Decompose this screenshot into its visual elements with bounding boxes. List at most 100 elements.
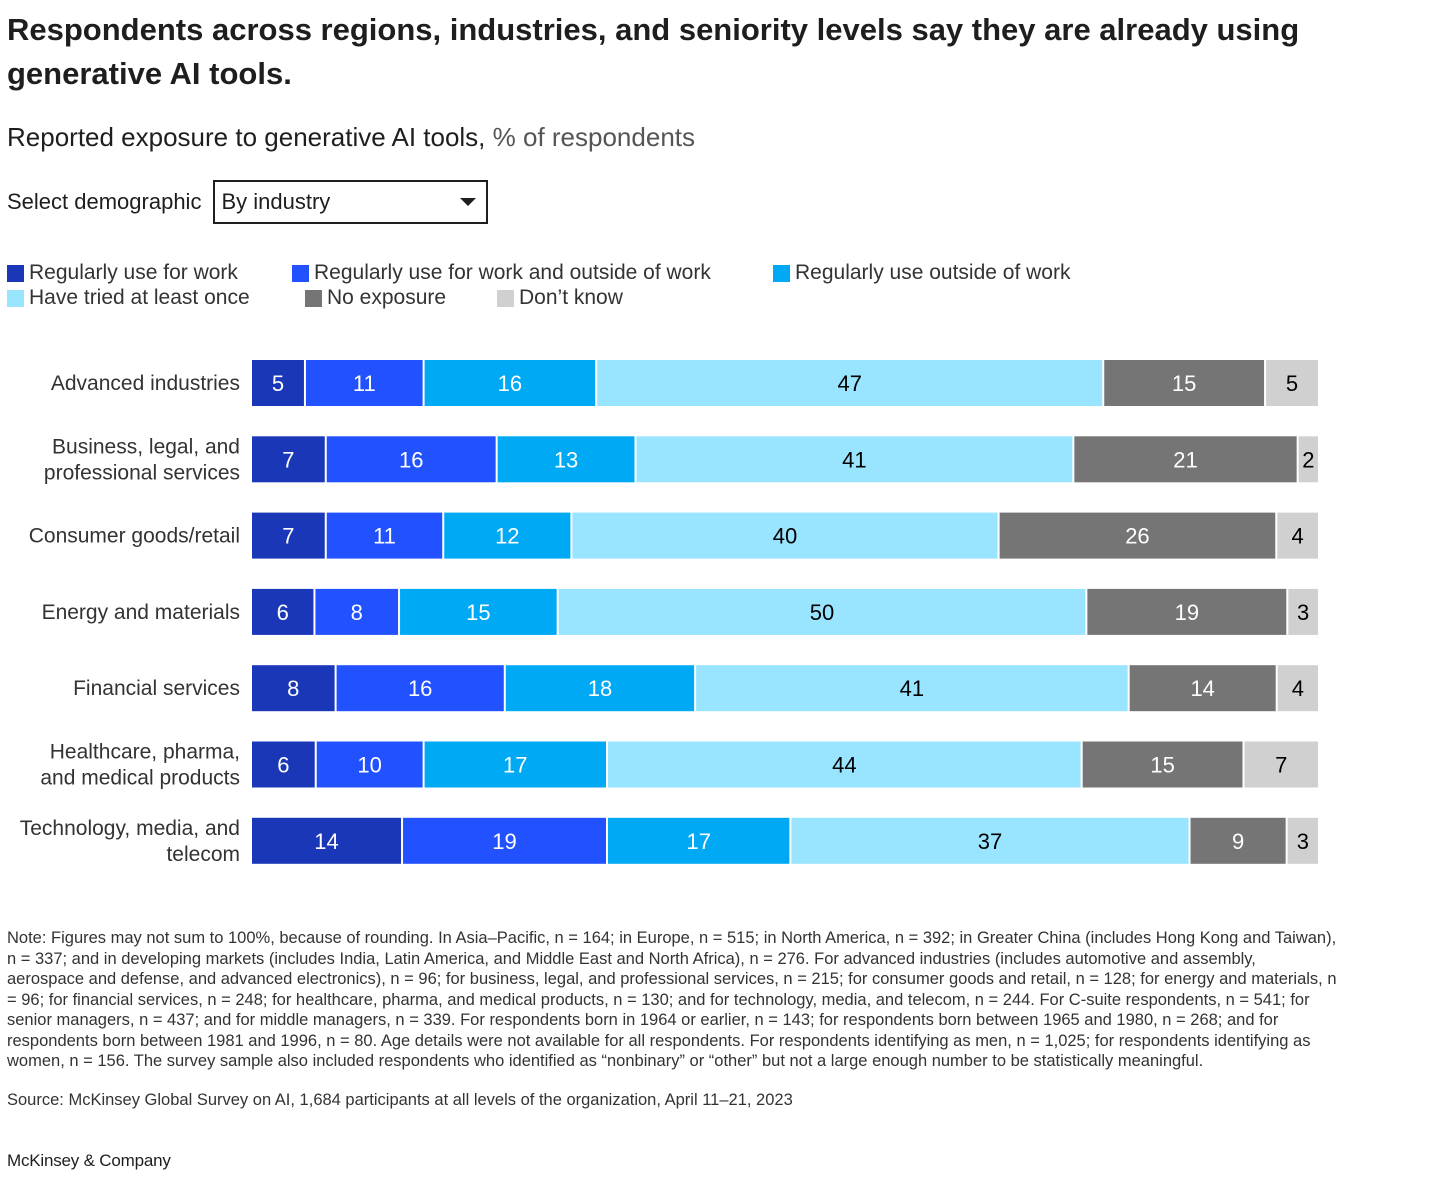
bar-segment[interactable] bbox=[791, 817, 1189, 864]
bar-segment[interactable] bbox=[316, 741, 423, 788]
category-label: Technology, media, and telecom bbox=[20, 817, 240, 866]
legend-label: Don’t know bbox=[519, 286, 623, 309]
bar-segment[interactable] bbox=[572, 512, 998, 559]
selector-label: Select demographic bbox=[7, 189, 202, 214]
bar-segment[interactable] bbox=[1082, 741, 1243, 788]
legend-item: Regularly use for work and outside of wo… bbox=[292, 261, 711, 285]
data-label: 10 bbox=[357, 753, 381, 778]
bar-segment[interactable] bbox=[252, 512, 325, 559]
data-label: 15 bbox=[1150, 753, 1174, 778]
category-label-line: Consumer goods/retail bbox=[29, 525, 240, 548]
bar-segment[interactable] bbox=[424, 360, 596, 406]
data-label: 3 bbox=[1297, 829, 1309, 854]
bar-segment[interactable] bbox=[597, 360, 1103, 406]
data-label: 15 bbox=[1172, 371, 1196, 396]
data-label: 37 bbox=[978, 829, 1002, 854]
bar-segment[interactable] bbox=[252, 588, 314, 635]
legend-label: Regularly use for work bbox=[29, 261, 238, 284]
data-label: 9 bbox=[1232, 829, 1244, 854]
bar-segment[interactable] bbox=[1277, 512, 1318, 559]
bar-segment[interactable] bbox=[315, 588, 399, 635]
category-label-line: Financial services bbox=[73, 677, 240, 700]
bar-segment[interactable] bbox=[1129, 665, 1276, 712]
legend-item: Regularly use for work bbox=[7, 261, 238, 285]
data-label: 50 bbox=[810, 600, 834, 625]
data-label: 6 bbox=[277, 753, 289, 778]
category-label: Consumer goods/retail bbox=[29, 525, 240, 548]
category-label: Business, legal, and professional service… bbox=[44, 435, 240, 484]
bar-segment[interactable] bbox=[1190, 817, 1286, 864]
data-label: 12 bbox=[495, 524, 519, 549]
bar-segment[interactable] bbox=[1074, 436, 1297, 483]
bar-segment[interactable] bbox=[1277, 665, 1318, 712]
bar-segment[interactable] bbox=[305, 360, 423, 406]
category-label: Advanced industries bbox=[51, 372, 240, 395]
category-label-line: Energy and materials bbox=[42, 601, 240, 624]
data-label: 44 bbox=[832, 753, 856, 778]
bar-segment[interactable] bbox=[252, 360, 304, 406]
bar-segment[interactable] bbox=[252, 741, 315, 788]
bar-segment[interactable] bbox=[558, 588, 1086, 635]
data-label: 26 bbox=[1125, 524, 1149, 549]
legend-swatch bbox=[773, 264, 790, 282]
data-label: 19 bbox=[1175, 600, 1199, 625]
legend-swatch bbox=[497, 289, 514, 307]
data-label: 18 bbox=[588, 676, 612, 701]
data-label: 5 bbox=[272, 371, 284, 396]
category-label-line: telecom bbox=[166, 843, 240, 866]
bar-segment[interactable] bbox=[326, 512, 443, 559]
data-label: 17 bbox=[686, 829, 710, 854]
legend-label: Regularly use for work and outside of wo… bbox=[314, 261, 711, 284]
legend-item: Don’t know bbox=[497, 286, 623, 310]
bar-segment[interactable] bbox=[696, 665, 1128, 712]
category-label-line: professional services bbox=[44, 461, 240, 484]
bar-segment[interactable] bbox=[336, 665, 504, 712]
bar-segment[interactable] bbox=[252, 665, 335, 712]
bar-segment[interactable] bbox=[1288, 588, 1318, 635]
bar-segment[interactable] bbox=[403, 817, 606, 864]
legend-item: Have tried at least once bbox=[7, 286, 250, 310]
bar-segment[interactable] bbox=[505, 665, 695, 712]
bar-segment[interactable] bbox=[1298, 436, 1318, 483]
category-label-line: Technology, media, and bbox=[20, 817, 240, 840]
bar-segment[interactable] bbox=[636, 436, 1073, 483]
footnote: Note: Figures may not sum to 100%, becau… bbox=[7, 929, 1337, 1070]
bar-segment[interactable] bbox=[1087, 588, 1287, 635]
legend-swatch bbox=[292, 264, 309, 282]
bar-segment[interactable] bbox=[424, 741, 606, 788]
bar-segment[interactable] bbox=[1244, 741, 1318, 788]
legend-swatch bbox=[7, 264, 24, 282]
category-label: Healthcare, pharma, and medical products bbox=[40, 741, 240, 790]
bar-segment[interactable] bbox=[497, 436, 635, 483]
bar-segment[interactable] bbox=[326, 436, 496, 483]
bar-segment[interactable] bbox=[444, 512, 571, 559]
bar-segment[interactable] bbox=[999, 512, 1276, 559]
data-label: 16 bbox=[399, 447, 423, 472]
data-label: 4 bbox=[1292, 676, 1304, 701]
legend-label: Regularly use outside of work bbox=[795, 261, 1071, 284]
subtitle-main: Reported exposure to generative AI tools… bbox=[7, 122, 486, 152]
bar-segment[interactable] bbox=[252, 436, 325, 483]
data-label: 8 bbox=[287, 676, 299, 701]
legend-item: Regularly use outside of work bbox=[773, 261, 1070, 285]
bar-segment[interactable] bbox=[1266, 360, 1318, 406]
legend-label: No exposure bbox=[327, 286, 447, 309]
bar-segment[interactable] bbox=[608, 817, 790, 864]
bar-segment[interactable] bbox=[1104, 360, 1265, 406]
data-label: 7 bbox=[282, 447, 294, 472]
data-label: 13 bbox=[554, 447, 578, 472]
category-label-line: and medical products bbox=[40, 767, 240, 790]
data-label: 41 bbox=[900, 676, 924, 701]
data-label: 7 bbox=[282, 524, 294, 549]
bar-segment[interactable] bbox=[608, 741, 1081, 788]
bar-segment[interactable] bbox=[1287, 817, 1318, 864]
bar-segment[interactable] bbox=[400, 588, 557, 635]
category-label: Financial services bbox=[73, 677, 240, 700]
data-label: 4 bbox=[1292, 524, 1304, 549]
demographic-dropdown[interactable]: By industry bbox=[213, 180, 489, 224]
data-label: 16 bbox=[498, 371, 522, 396]
chart-title: Respondents across regions, industries, … bbox=[7, 12, 1300, 91]
bar-segment[interactable] bbox=[252, 817, 402, 864]
data-label: 41 bbox=[842, 447, 866, 472]
